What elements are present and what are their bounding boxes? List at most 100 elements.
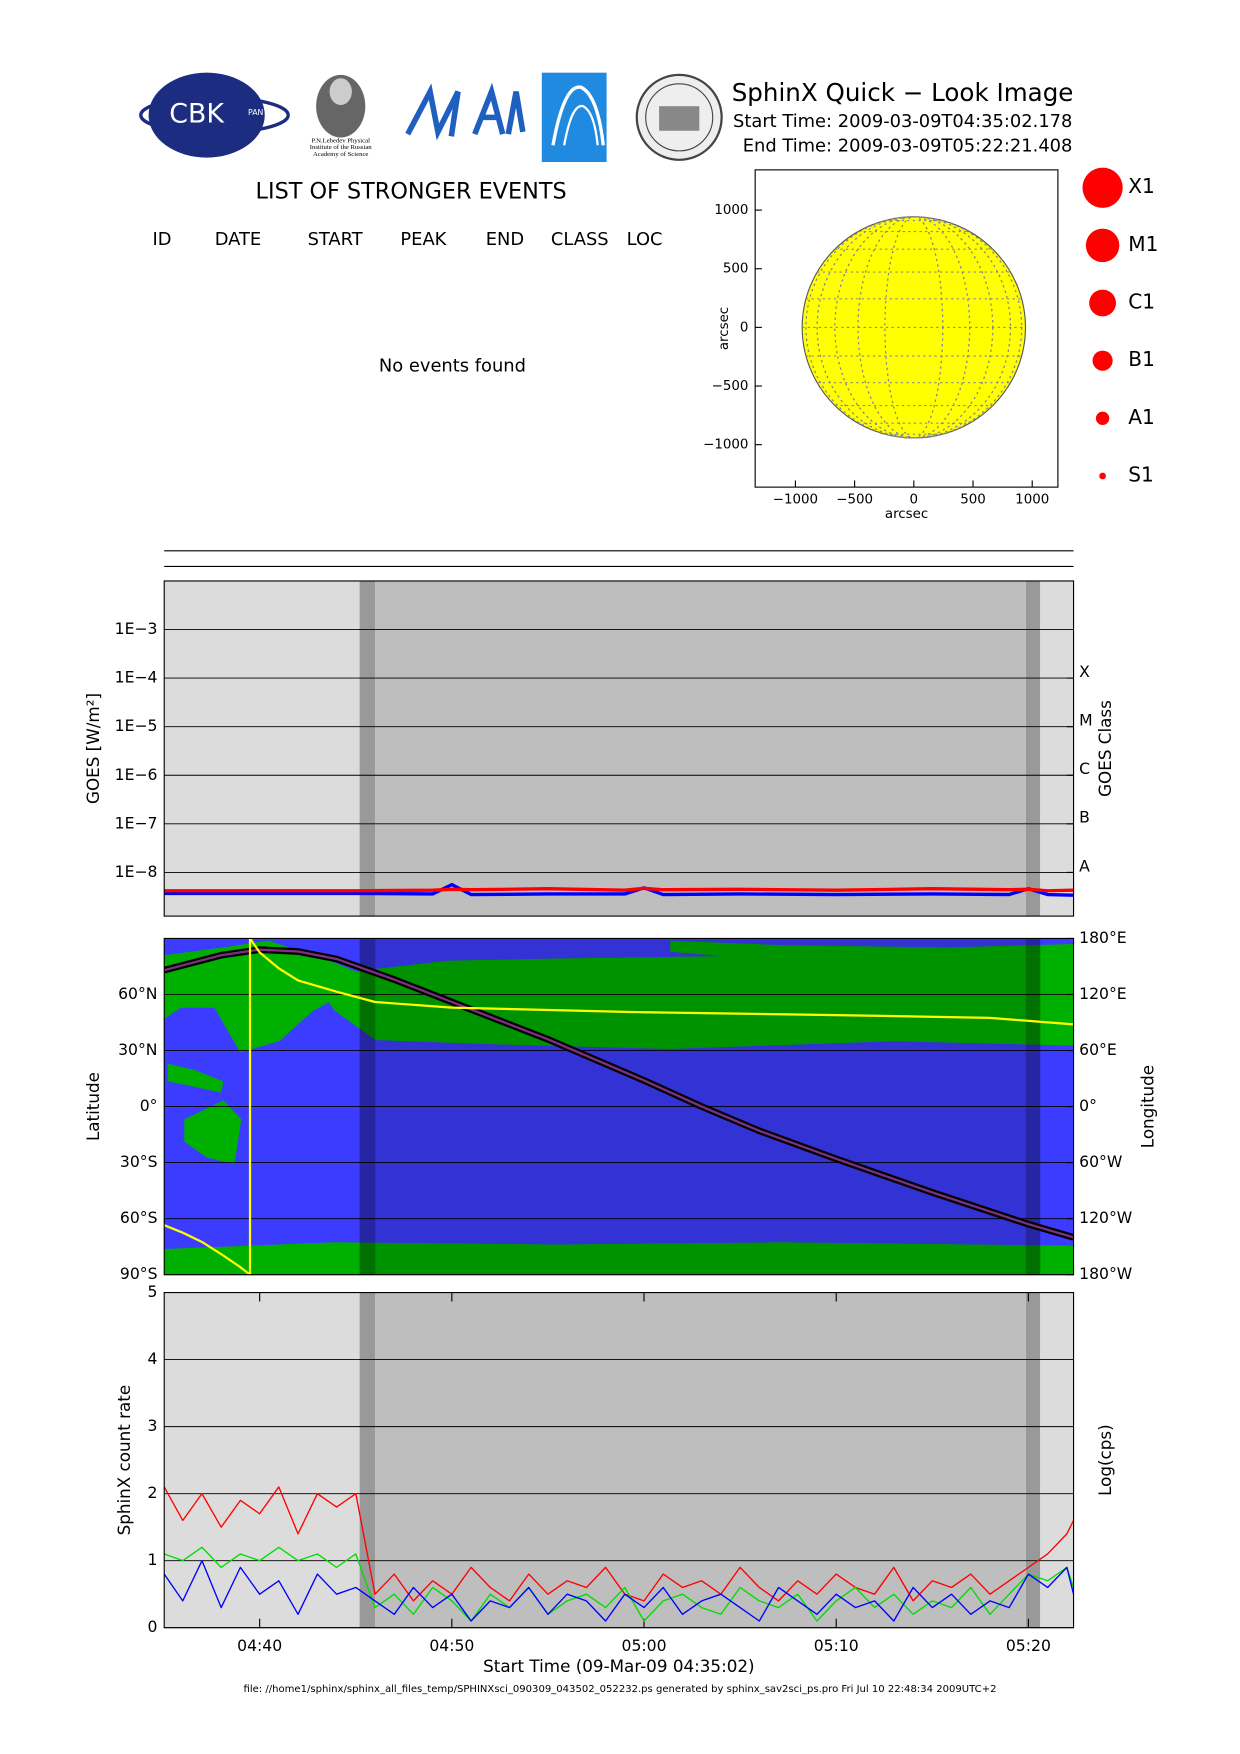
shading bbox=[1025, 580, 1041, 917]
y-tick-label: 90°S bbox=[120, 1264, 158, 1283]
y-axis-label: GOES [W/m²] bbox=[83, 693, 103, 804]
x-tick-label: 500 bbox=[960, 492, 986, 507]
y-tick-label: 1E−8 bbox=[115, 862, 158, 881]
x-axis-label: arcsec bbox=[885, 507, 928, 522]
y-tick-label: 1E−5 bbox=[115, 716, 158, 735]
x-tick-label: 05:20 bbox=[1006, 1636, 1051, 1655]
blue-logo bbox=[541, 72, 607, 163]
y2-axis-label: GOES Class bbox=[1095, 700, 1115, 797]
x-tick-label: −1000 bbox=[773, 492, 818, 507]
column-header: LOC bbox=[627, 229, 663, 250]
events-message: No events found bbox=[379, 355, 526, 376]
y2-tick-label: 0° bbox=[1079, 1096, 1097, 1115]
series-group bbox=[164, 938, 1074, 1275]
y-tick-label: 30°S bbox=[120, 1152, 158, 1171]
plot-frame bbox=[163, 1292, 1075, 1629]
y2-tick-label: 120°E bbox=[1079, 984, 1127, 1003]
shading bbox=[359, 580, 376, 917]
series-line bbox=[163, 1546, 1075, 1622]
plot-frame bbox=[754, 169, 1059, 488]
logo-text: CBK bbox=[169, 99, 225, 130]
y-tick-label: 1E−6 bbox=[115, 765, 158, 784]
mifi-logo bbox=[405, 82, 526, 141]
x-tick-label: 05:00 bbox=[622, 1636, 667, 1655]
y-tick-label: 4 bbox=[148, 1349, 158, 1368]
shading bbox=[375, 580, 1026, 917]
series-group bbox=[163, 1486, 1075, 1622]
legend-marker bbox=[1099, 472, 1106, 480]
legend-marker bbox=[1082, 167, 1123, 208]
legend-label: B1 bbox=[1128, 347, 1155, 371]
y2-tick-label: 120°W bbox=[1079, 1208, 1132, 1227]
seal-logo bbox=[635, 73, 723, 161]
y2-tick-label: 180°W bbox=[1079, 1264, 1132, 1283]
series-line bbox=[164, 938, 1074, 1275]
series-line bbox=[164, 886, 1074, 893]
disk-grid bbox=[834, 216, 994, 439]
y-axis-label: arcsec bbox=[717, 307, 732, 350]
y2-tick-label: X bbox=[1079, 662, 1090, 681]
sun-disk bbox=[801, 216, 1027, 439]
logo-text: Academy of Science bbox=[313, 151, 368, 158]
legend-label: S1 bbox=[1128, 462, 1154, 486]
start-time: Start Time: 2009-03-09T04:35:02.178 bbox=[733, 111, 1072, 132]
events-title: LIST OF STRONGER EVENTS bbox=[256, 179, 567, 205]
legend-label: X1 bbox=[1128, 174, 1155, 198]
series-line bbox=[163, 1560, 1075, 1622]
y2-tick-label: M bbox=[1079, 711, 1092, 730]
legend-marker bbox=[1095, 411, 1110, 426]
column-header: START bbox=[308, 229, 363, 250]
shading bbox=[1040, 580, 1074, 917]
y2-tick-label: 60°W bbox=[1079, 1152, 1122, 1171]
column-header: ID bbox=[152, 229, 171, 250]
y2-tick-label: B bbox=[1079, 808, 1090, 827]
legend-label: C1 bbox=[1128, 290, 1155, 314]
title: SphinX Quick − Look Image bbox=[732, 78, 1074, 107]
y2-tick-label: 60°E bbox=[1079, 1040, 1117, 1059]
y2-tick-label: A bbox=[1079, 856, 1090, 875]
y-tick-label: 5 bbox=[148, 1282, 158, 1301]
x-tick-label: 1000 bbox=[1015, 492, 1049, 507]
column-header: END bbox=[486, 229, 524, 250]
y-tick-label: 1E−3 bbox=[115, 619, 158, 638]
legend-marker bbox=[1085, 228, 1120, 263]
footer: file: //home1/sphinx/sphinx_all_files_te… bbox=[243, 1684, 996, 1695]
column-header: PEAK bbox=[400, 229, 447, 250]
track-core bbox=[164, 948, 1074, 1239]
column-header: DATE bbox=[215, 229, 261, 250]
x-axis-label: Start Time (09-Mar-09 04:35:02) bbox=[483, 1656, 754, 1676]
shading bbox=[1025, 1292, 1041, 1628]
shading bbox=[164, 580, 360, 917]
y-tick-label: 1000 bbox=[714, 203, 748, 218]
series-group bbox=[164, 882, 1074, 897]
shading bbox=[359, 1292, 376, 1628]
x-tick-label: 05:10 bbox=[814, 1636, 859, 1655]
y-tick-label: 1E−4 bbox=[115, 668, 158, 687]
y-tick-label: 60°S bbox=[120, 1208, 158, 1227]
lebedev-logo: P.N.Lebedev Physical Institute of the Ru… bbox=[310, 74, 373, 158]
y2-axis-label: Longitude bbox=[1137, 1065, 1157, 1148]
column-header: CLASS bbox=[551, 229, 609, 250]
disk-grid bbox=[805, 216, 1023, 439]
y-tick-label: 1E−7 bbox=[115, 813, 158, 832]
y-tick-label: 0° bbox=[140, 1096, 158, 1115]
x-tick-label: 0 bbox=[910, 492, 919, 507]
y-tick-label: 1 bbox=[148, 1550, 158, 1569]
y-tick-label: 0 bbox=[740, 320, 749, 335]
y-tick-label: 0 bbox=[148, 1617, 158, 1636]
cbk-logo: CBK PAN bbox=[139, 72, 290, 158]
y2-tick-label: 180°E bbox=[1079, 928, 1127, 947]
plot-frame bbox=[163, 937, 1075, 1276]
legend-marker bbox=[1089, 289, 1116, 317]
logo-text: PAN bbox=[248, 108, 264, 117]
y-tick-label: 3 bbox=[148, 1416, 158, 1435]
y2-tick-label: C bbox=[1079, 759, 1090, 778]
y-axis-label: SphinX count rate bbox=[114, 1385, 134, 1536]
y-tick-label: −500 bbox=[712, 379, 749, 394]
logo-text: Institute of the Russian bbox=[310, 144, 373, 151]
x-tick-label: −500 bbox=[836, 492, 873, 507]
y-tick-label: 60°N bbox=[118, 984, 157, 1003]
legend-marker bbox=[1092, 350, 1113, 371]
